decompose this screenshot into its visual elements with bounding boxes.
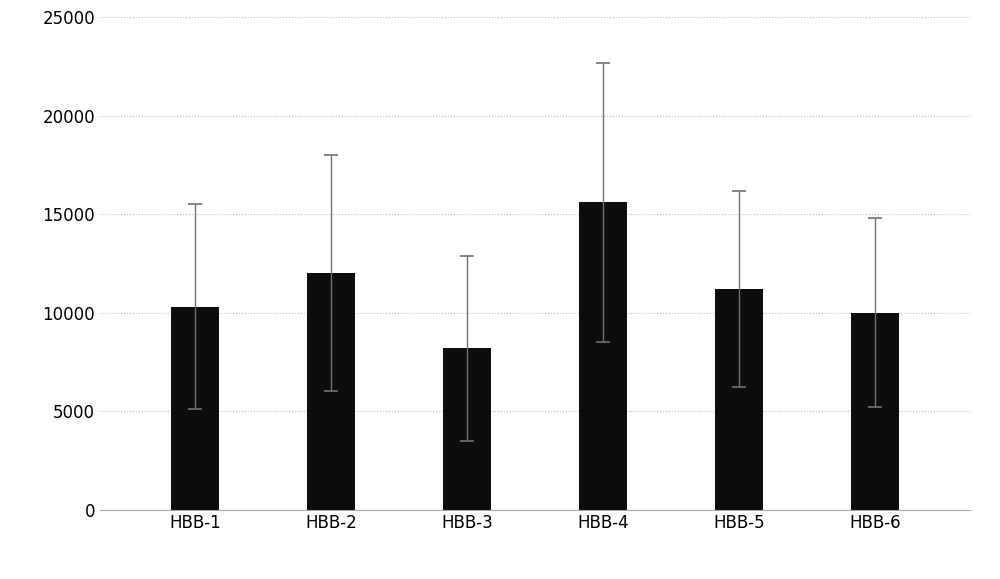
Bar (851, 313, 899, 510)
Bar (579, 203, 627, 510)
Bar (715, 289, 763, 510)
Bar (307, 273, 355, 510)
Bar (171, 307, 219, 510)
Bar (443, 348, 491, 510)
